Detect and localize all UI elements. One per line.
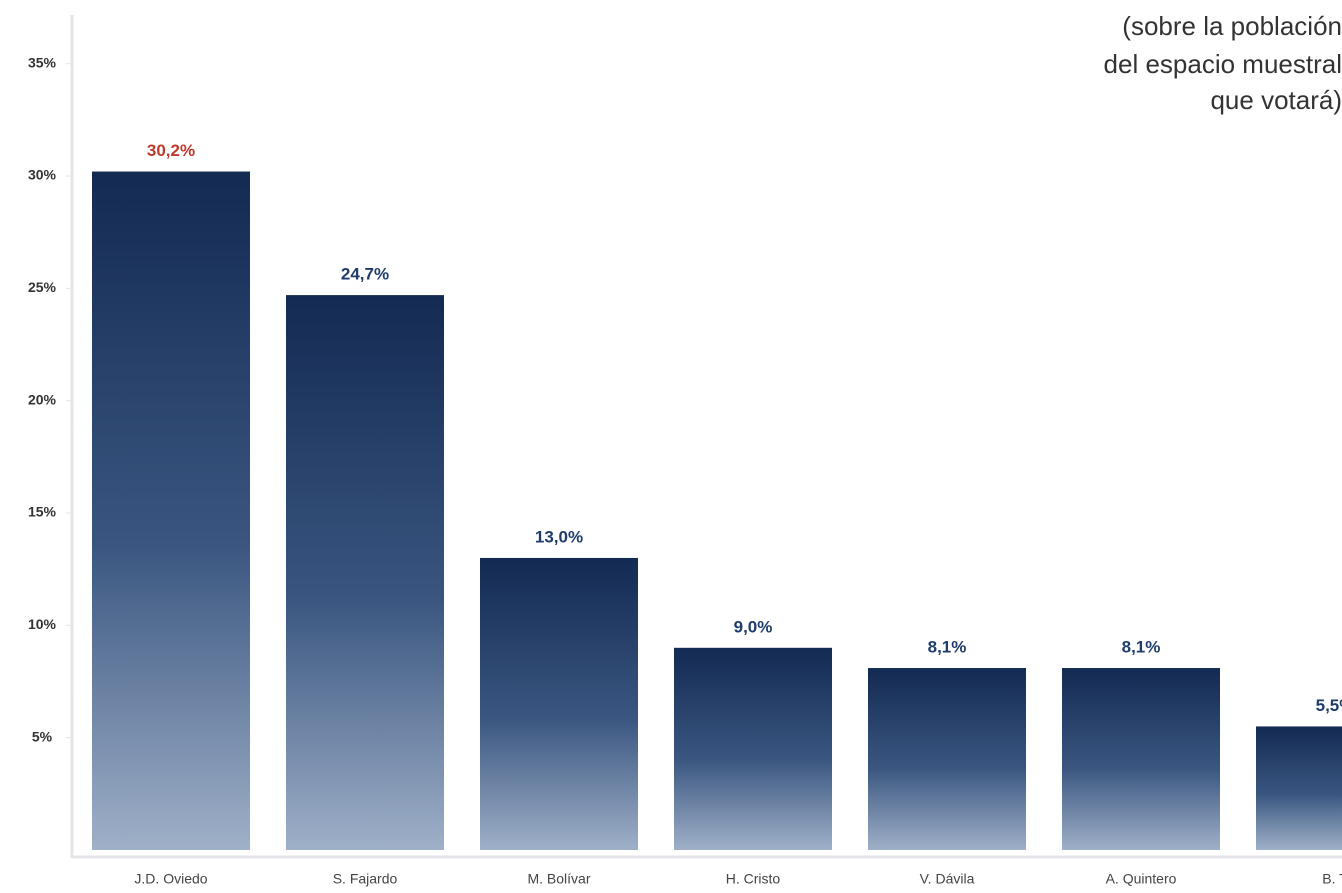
value-label: 8,1% [1122,638,1161,657]
title-line: (sobre la población [1122,11,1342,41]
bar [480,557,638,850]
bar [868,668,1026,850]
x-tick-label: B. T [1322,871,1342,887]
x-tick-label: S. Fajardo [333,871,398,887]
y-tick-label: 10% [28,616,57,632]
x-tick-label: M. Bolívar [527,871,590,887]
value-label: 24,7% [341,265,389,284]
value-label: 5,5% [1316,696,1342,715]
bar [286,295,444,850]
y-tick-label: 30% [28,167,57,183]
bar [674,647,832,850]
value-label: 9,0% [734,617,773,636]
x-tick-label: A. Quintero [1106,871,1177,887]
y-tick-label: 20% [28,391,57,407]
value-label: 30,2% [147,141,195,160]
bar [92,171,250,850]
y-tick-label: 25% [28,279,57,295]
y-tick-label: 5% [32,728,53,744]
y-tick-label: 15% [28,504,57,520]
title-line: del espacio muestral [1104,49,1342,79]
bar [1256,726,1342,850]
title-line: que votará) [1210,85,1342,115]
bar [1062,668,1220,850]
y-tick-label: 35% [28,54,57,70]
value-label: 13,0% [535,527,583,546]
value-label: 8,1% [928,638,967,657]
x-tick-label: J.D. Oviedo [134,871,207,887]
x-tick-label: H. Cristo [726,871,781,887]
x-tick-label: V. Dávila [920,871,975,887]
